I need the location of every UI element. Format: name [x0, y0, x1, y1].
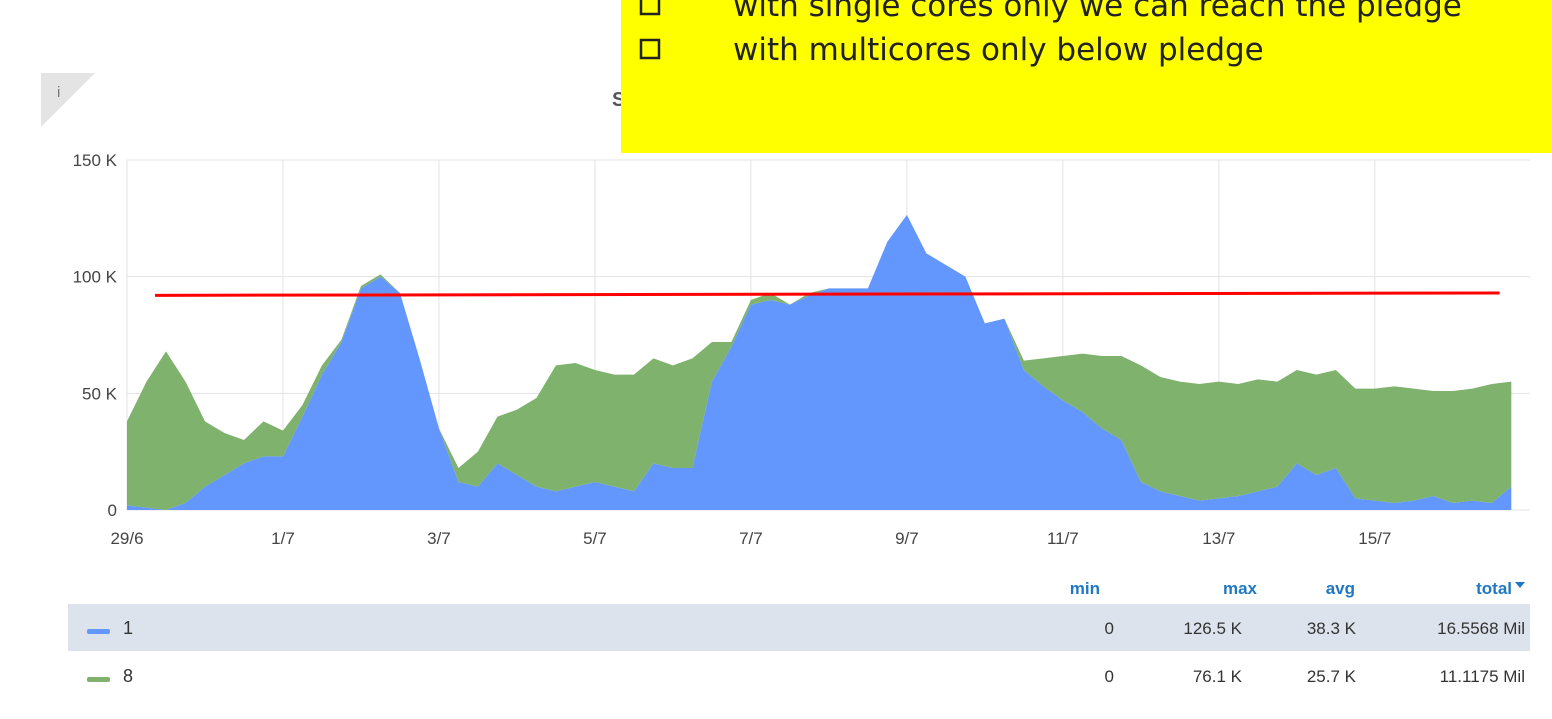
- bullet: [639, 0, 661, 16]
- x-tick-label: 9/7: [895, 529, 919, 548]
- x-tick-label: 1/7: [271, 529, 295, 548]
- sort-caret[interactable]: [1515, 582, 1525, 588]
- x-tick-label: 5/7: [583, 529, 607, 548]
- y-tick-label: 50 K: [82, 384, 118, 403]
- annotation-box: [621, 0, 1552, 153]
- plot: 0 50 K 100 K 150 K 29/6 1/7 3/7 5/7 7/7 9/7 11/7 13…: [73, 151, 1530, 548]
- column-header: avg: [1326, 579, 1355, 598]
- y-tick-label: 0: [108, 501, 117, 520]
- legend-value: 126.5 K: [1183, 619, 1242, 638]
- legend-value: 16.5568 Mil: [1437, 619, 1525, 638]
- annotation-line: with multicores only below pledge: [733, 32, 1264, 68]
- x-tick-label: 29/6: [110, 529, 143, 548]
- legend-swatch: [87, 677, 110, 682]
- legend-label: 1: [123, 618, 133, 638]
- legend-label: 8: [123, 666, 133, 686]
- y-tick-label: 100 K: [73, 268, 118, 287]
- column-header: min: [1070, 579, 1100, 598]
- legend-value: 11.1175 Mil: [1440, 667, 1525, 686]
- legend-value: 0: [1105, 619, 1114, 638]
- legend-value: 0: [1105, 667, 1114, 686]
- reference-line: [155, 291, 1500, 297]
- column-header: total: [1476, 579, 1512, 598]
- legend-value: 38.3 K: [1307, 619, 1357, 638]
- column-header: max: [1223, 579, 1258, 598]
- x-tick-label: 15/7: [1358, 529, 1391, 548]
- info-icon[interactable]: i: [57, 84, 60, 101]
- x-tick-label: 13/7: [1202, 529, 1235, 548]
- area: [127, 214, 1512, 511]
- area: [127, 214, 1512, 511]
- legend-value: 76.1 K: [1193, 667, 1243, 686]
- legend-row-highlight: [68, 604, 1530, 651]
- legend-swatch: [87, 629, 110, 634]
- bullet: [639, 38, 661, 60]
- annotation-line: with single cores only we can reach the …: [733, 0, 1462, 24]
- y-tick-label: 150 K: [73, 151, 118, 170]
- x-tick-label: 11/7: [1047, 529, 1079, 548]
- legend-value: 25.7 K: [1307, 667, 1357, 686]
- legend-table: min max avg total 1 0 126.5 K 38.3 K 16.5568 Mil…: [87, 579, 1525, 686]
- x-tick-label: 3/7: [427, 529, 451, 548]
- info-corner: [41, 73, 95, 127]
- x-tick-label: 7/7: [739, 529, 763, 548]
